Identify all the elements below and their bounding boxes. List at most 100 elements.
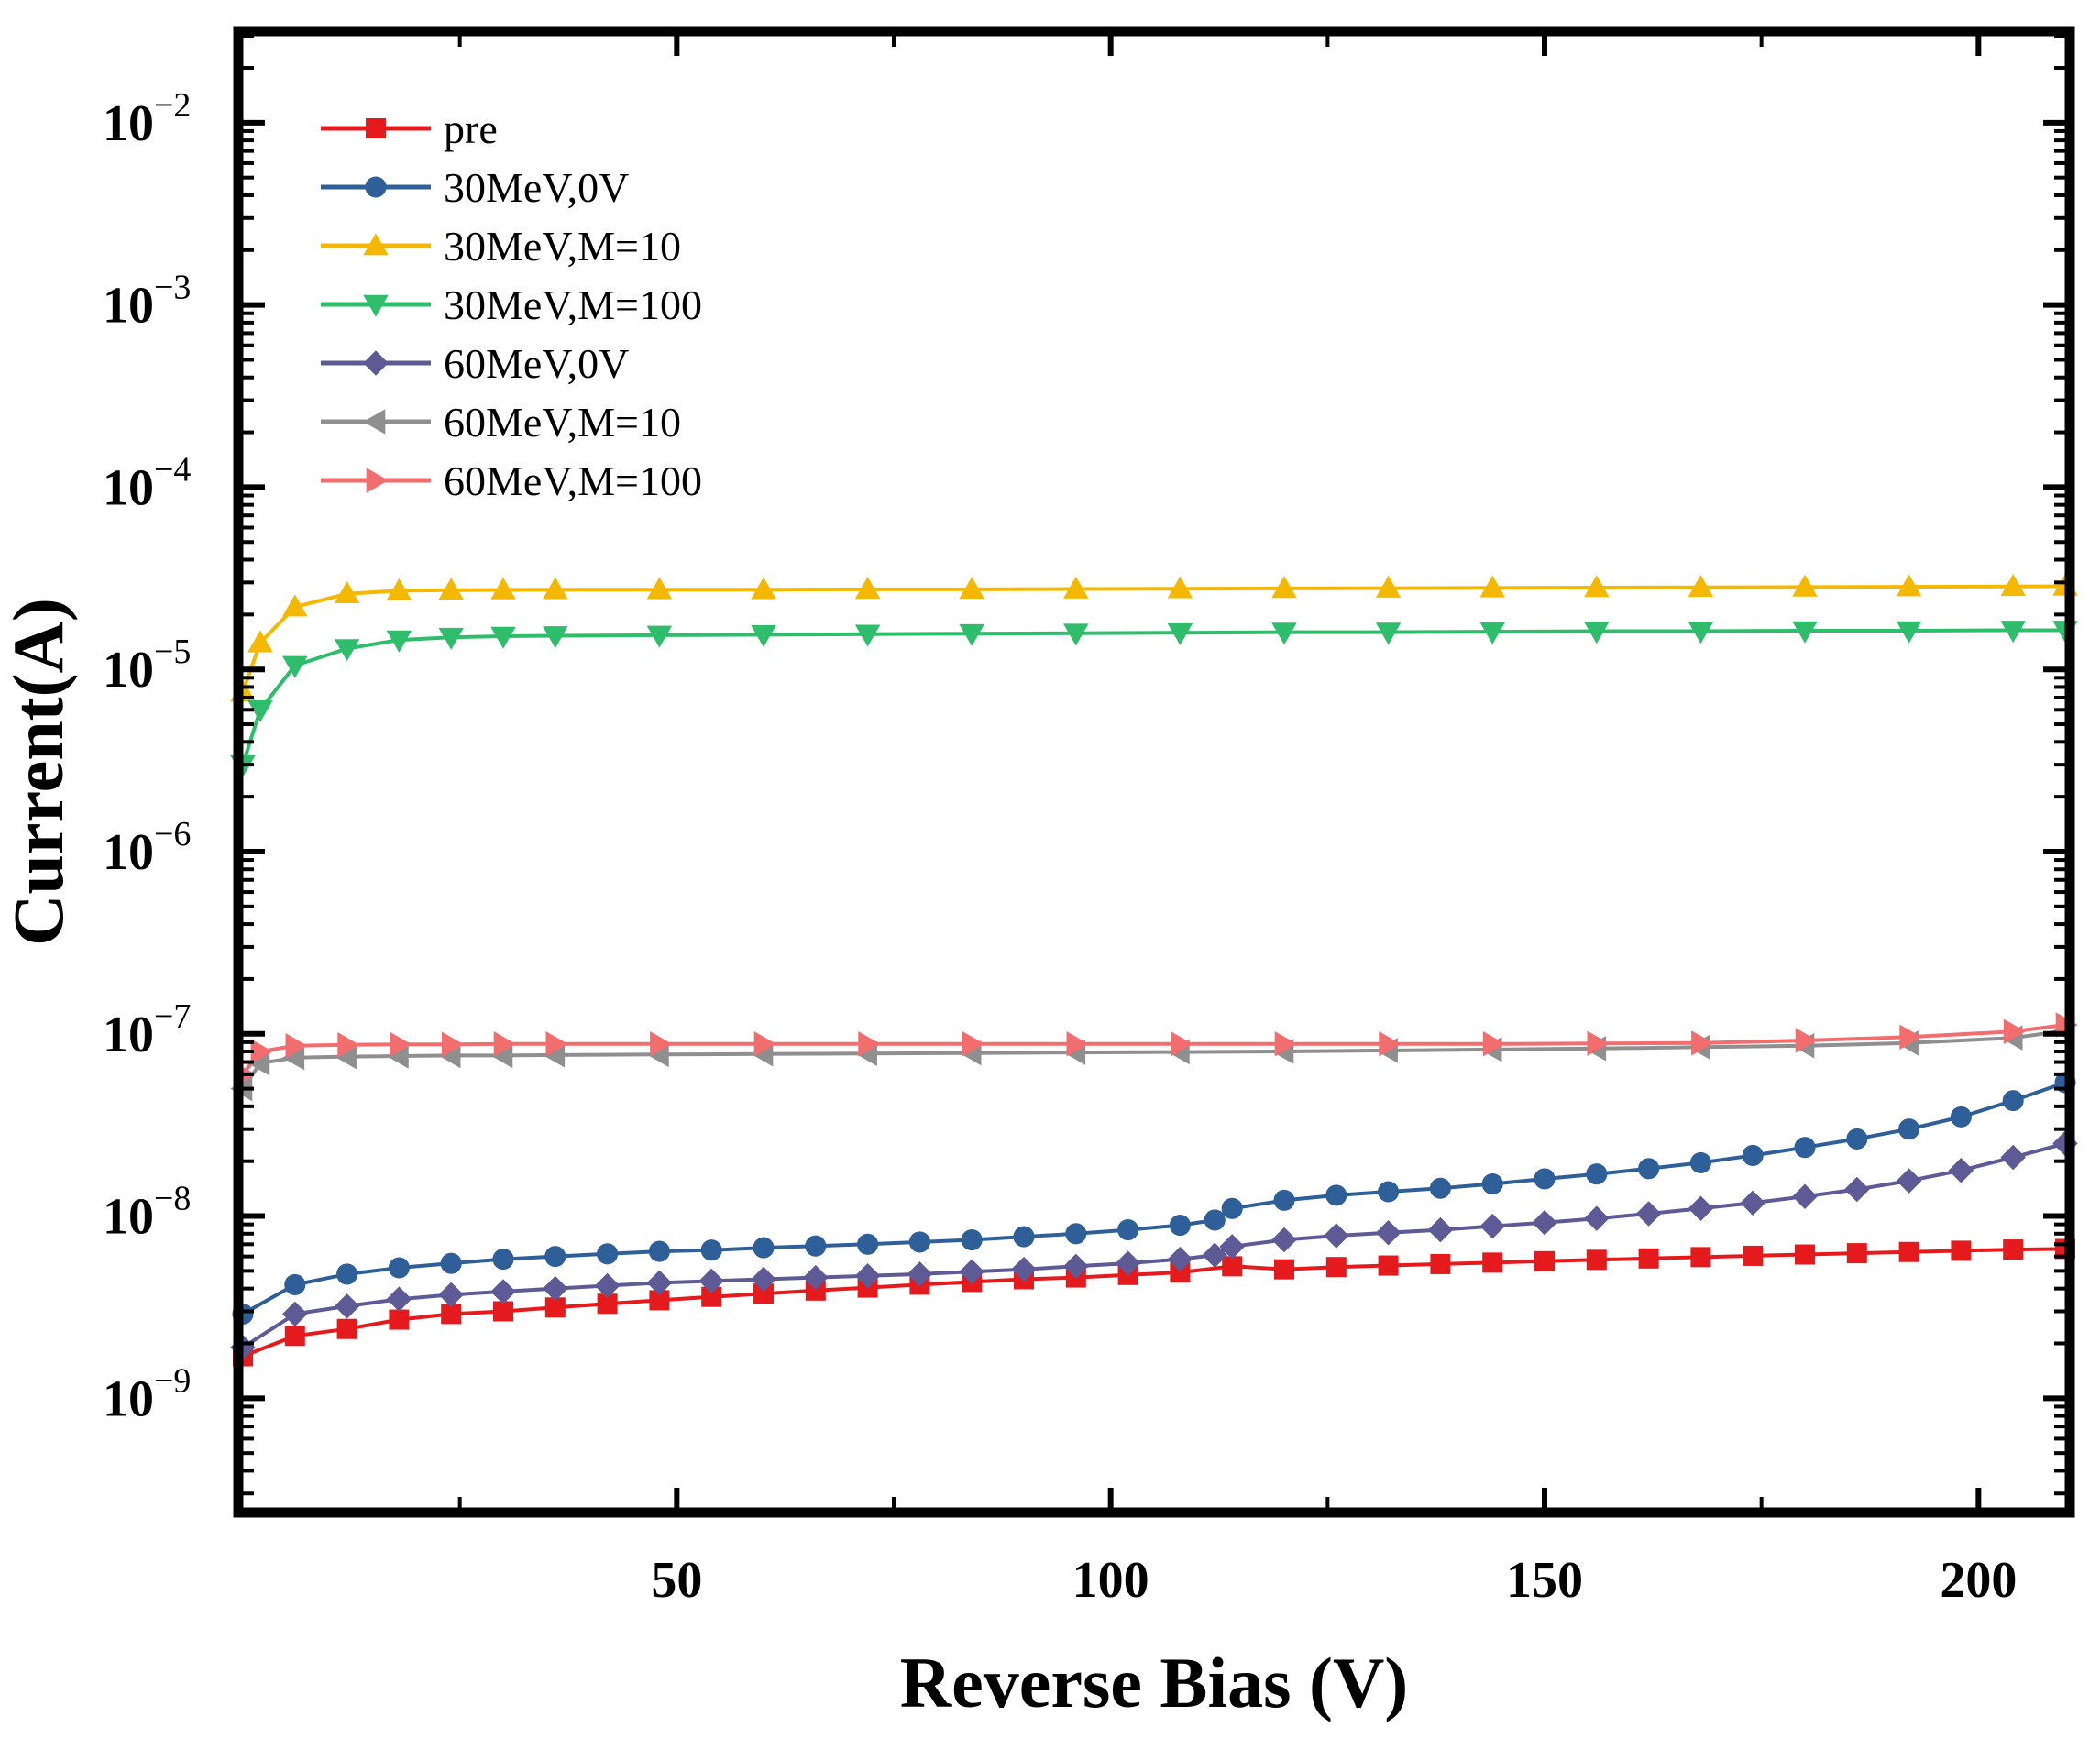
data-point bbox=[805, 1280, 826, 1301]
legend-marker bbox=[366, 468, 389, 493]
data-point bbox=[2002, 1090, 2024, 1112]
data-point bbox=[247, 1051, 270, 1076]
data-point bbox=[1271, 622, 1297, 645]
data-point bbox=[648, 1240, 670, 1262]
data-point bbox=[1584, 1205, 1610, 1231]
data-point bbox=[1375, 575, 1402, 598]
data-point bbox=[284, 1326, 305, 1347]
data-point bbox=[751, 625, 776, 648]
data-point bbox=[1375, 1219, 1402, 1246]
data-point bbox=[1479, 1213, 1505, 1239]
data-point bbox=[285, 1033, 308, 1059]
data-point bbox=[1482, 1252, 1503, 1273]
data-point bbox=[1063, 576, 1089, 599]
y-tick-label: 10−7 bbox=[103, 997, 191, 1063]
data-point bbox=[751, 577, 776, 600]
data-point bbox=[1896, 574, 1922, 597]
data-point bbox=[1273, 1189, 1295, 1211]
legend-marker bbox=[363, 350, 389, 376]
data-point bbox=[1586, 1249, 1607, 1271]
legend-marker bbox=[363, 409, 386, 435]
data-point bbox=[1792, 621, 1818, 644]
x-tick-label: 150 bbox=[1506, 1552, 1583, 1609]
data-point bbox=[1794, 1137, 1816, 1159]
data-point bbox=[1221, 1197, 1243, 1219]
data-point bbox=[1795, 1028, 1818, 1053]
legend-item: 30MeV,0V bbox=[321, 164, 629, 211]
data-point bbox=[701, 1286, 722, 1307]
data-point bbox=[1635, 1201, 1662, 1227]
data-point bbox=[1011, 1256, 1037, 1282]
legend-label: 30MeV,0V bbox=[444, 164, 629, 211]
data-point bbox=[803, 1264, 829, 1291]
data-point bbox=[337, 1032, 360, 1058]
y-tick-label: 10−4 bbox=[103, 450, 191, 516]
y-tick-label: 10−2 bbox=[103, 86, 191, 152]
data-point bbox=[1167, 1246, 1193, 1272]
data-point bbox=[1740, 1190, 1765, 1216]
data-point bbox=[1898, 1241, 1919, 1262]
data-point bbox=[284, 1273, 306, 1295]
data-point bbox=[336, 1318, 357, 1339]
data-point bbox=[1951, 1240, 1972, 1261]
data-point bbox=[282, 594, 308, 617]
data-point bbox=[1896, 621, 1922, 644]
data-point bbox=[805, 1235, 827, 1257]
legend-item: 30MeV,M=10 bbox=[321, 223, 681, 270]
data-point bbox=[854, 577, 881, 600]
data-point bbox=[1691, 1030, 1714, 1056]
legend-label: 30MeV,M=100 bbox=[444, 281, 702, 328]
tick-layer: 50 100 150 200 10−9 10−8 10−7 10−6 10−5 10−4 10−3 1… bbox=[103, 34, 2065, 1609]
data-point bbox=[1899, 1024, 1922, 1051]
data-point bbox=[1534, 1168, 1556, 1190]
data-point bbox=[493, 1031, 516, 1057]
data-point bbox=[1534, 1250, 1555, 1271]
data-point bbox=[386, 1043, 409, 1069]
data-point bbox=[334, 1293, 360, 1319]
data-point bbox=[390, 1031, 412, 1058]
data-point bbox=[1065, 1223, 1087, 1245]
data-point bbox=[543, 577, 568, 600]
data-point bbox=[854, 1262, 881, 1289]
y-tick-label: 10−6 bbox=[103, 815, 191, 881]
data-point bbox=[1204, 1209, 1226, 1231]
data-point bbox=[1950, 1106, 1972, 1128]
data-point bbox=[545, 1031, 568, 1057]
data-point bbox=[2003, 1239, 2024, 1260]
data-point bbox=[247, 699, 273, 723]
data-point bbox=[650, 1031, 673, 1057]
data-point bbox=[857, 1233, 879, 1255]
data-point bbox=[247, 630, 273, 653]
data-point bbox=[1532, 1209, 1557, 1236]
data-point bbox=[490, 626, 516, 649]
data-point bbox=[490, 1279, 516, 1304]
data-point bbox=[334, 639, 360, 662]
data-point bbox=[1271, 576, 1297, 599]
data-point bbox=[1792, 1183, 1818, 1209]
data-point bbox=[438, 578, 464, 600]
data-point bbox=[1167, 576, 1193, 599]
data-point bbox=[1271, 1227, 1297, 1253]
data-point bbox=[1584, 622, 1610, 644]
legend-marker bbox=[363, 294, 389, 317]
data-point bbox=[1948, 1158, 1974, 1183]
legend-label: 60MeV,0V bbox=[444, 340, 629, 387]
data-point bbox=[753, 1237, 775, 1259]
y-tick-label: 10−5 bbox=[103, 633, 191, 699]
data-point bbox=[700, 1239, 722, 1261]
data-point bbox=[2000, 574, 2026, 597]
data-point bbox=[389, 1309, 410, 1330]
x-tick-label: 100 bbox=[1072, 1552, 1149, 1609]
data-point bbox=[959, 1259, 984, 1284]
y-tick-label: 10−3 bbox=[103, 269, 191, 335]
data-point bbox=[1844, 1176, 1870, 1203]
data-point bbox=[1587, 1030, 1610, 1057]
data-point bbox=[543, 1275, 568, 1302]
legend-item: 60MeV,M=10 bbox=[321, 399, 681, 446]
x-tick-label: 50 bbox=[651, 1552, 702, 1609]
data-point bbox=[1430, 1253, 1451, 1274]
data-point bbox=[1586, 1163, 1608, 1185]
data-point bbox=[1167, 622, 1193, 645]
x-tick-label: 200 bbox=[1940, 1552, 2017, 1609]
data-point bbox=[1638, 1158, 1660, 1180]
